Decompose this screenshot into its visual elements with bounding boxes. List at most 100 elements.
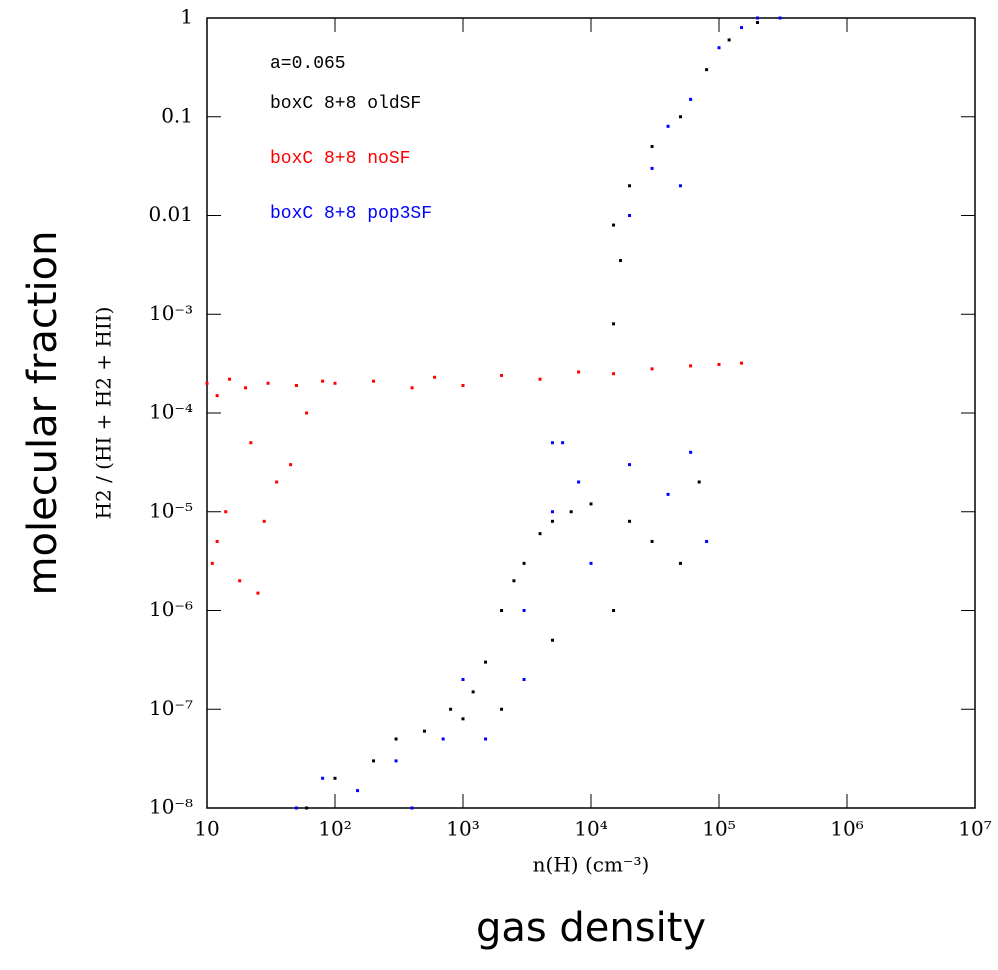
point (441, 737, 445, 741)
x-tick-label: 10⁶ (830, 817, 863, 841)
y-tick-label: 10⁻⁷ (149, 696, 193, 720)
point (244, 386, 248, 390)
y-tick-label: 10⁻⁶ (149, 597, 193, 621)
point (756, 21, 760, 25)
point (372, 379, 376, 383)
point (697, 480, 701, 484)
point (449, 707, 453, 711)
point (238, 579, 242, 583)
point (249, 441, 253, 445)
point (589, 502, 593, 506)
point (618, 259, 622, 263)
point (522, 561, 526, 565)
point (356, 789, 360, 793)
point (689, 97, 693, 101)
legend-entry: boxC 8+8 oldSF (270, 94, 421, 114)
annotation: a=0.065 (270, 54, 346, 74)
point (678, 115, 682, 119)
y-tick-label: 10⁻³ (149, 301, 193, 325)
point (589, 561, 593, 565)
point (224, 510, 228, 514)
x-tick-label: 10³ (446, 817, 479, 841)
point (740, 361, 744, 365)
point (756, 16, 760, 20)
point (612, 609, 616, 612)
point (650, 166, 654, 170)
point (433, 375, 437, 379)
point (215, 539, 219, 543)
point (461, 717, 465, 721)
point (550, 519, 554, 523)
point (650, 539, 654, 543)
x-tick-label: 10⁴ (574, 817, 607, 841)
point (394, 737, 398, 741)
point (569, 510, 573, 514)
x-tick-label: 10⁷ (958, 817, 991, 841)
point (461, 678, 465, 682)
point (628, 463, 632, 467)
point (500, 609, 504, 612)
legend-entry: boxC 8+8 noSF (270, 149, 410, 169)
point (561, 441, 565, 445)
point (484, 737, 488, 741)
x-tick-label: 10⁵ (702, 817, 735, 841)
point (512, 579, 516, 583)
point (215, 394, 219, 398)
point (666, 492, 670, 496)
point (321, 776, 325, 780)
point (727, 38, 731, 42)
point (262, 519, 266, 523)
point (538, 377, 542, 381)
point (628, 519, 632, 523)
point (666, 124, 670, 128)
outer-y-label: molecular fraction (20, 231, 66, 596)
point (689, 450, 693, 454)
x-axis-label: n(H) (cm⁻³) (533, 853, 650, 877)
y-axis-label: H2 / (HI + H2 + HII) (92, 307, 116, 520)
point (522, 609, 526, 612)
legend-entry: boxC 8+8 pop3SF (270, 204, 432, 224)
x-tick-label: 10² (318, 817, 351, 841)
point (228, 377, 232, 381)
point (305, 411, 309, 415)
point (410, 386, 414, 390)
point (305, 806, 309, 810)
point (522, 678, 526, 682)
point (256, 591, 260, 595)
point (294, 806, 298, 810)
x-tick-label: 10 (194, 817, 219, 841)
point (577, 480, 581, 484)
point (650, 144, 654, 148)
point (628, 184, 632, 188)
point (500, 373, 504, 377)
plot-frame (206, 17, 976, 809)
point (705, 68, 709, 72)
point (689, 364, 693, 368)
point (275, 480, 279, 484)
point (394, 759, 398, 763)
point (289, 463, 293, 467)
point (678, 561, 682, 565)
point (321, 379, 325, 383)
point (484, 660, 488, 664)
point (294, 383, 298, 387)
point (461, 383, 465, 387)
y-tick-label: 10⁻⁸ (149, 795, 193, 819)
point (678, 184, 682, 188)
point (550, 510, 554, 514)
point (372, 759, 376, 763)
point (612, 322, 616, 326)
point (205, 381, 209, 385)
y-tick-label: 10⁻⁵ (149, 498, 193, 522)
point (778, 16, 782, 20)
outer-x-label: gas density (476, 905, 706, 951)
point (422, 729, 426, 733)
point (550, 441, 554, 445)
y-tick-label: 10⁻⁴ (149, 400, 193, 424)
point (717, 362, 721, 366)
point (612, 372, 616, 376)
point (500, 707, 504, 711)
point (550, 638, 554, 642)
point (471, 690, 475, 694)
